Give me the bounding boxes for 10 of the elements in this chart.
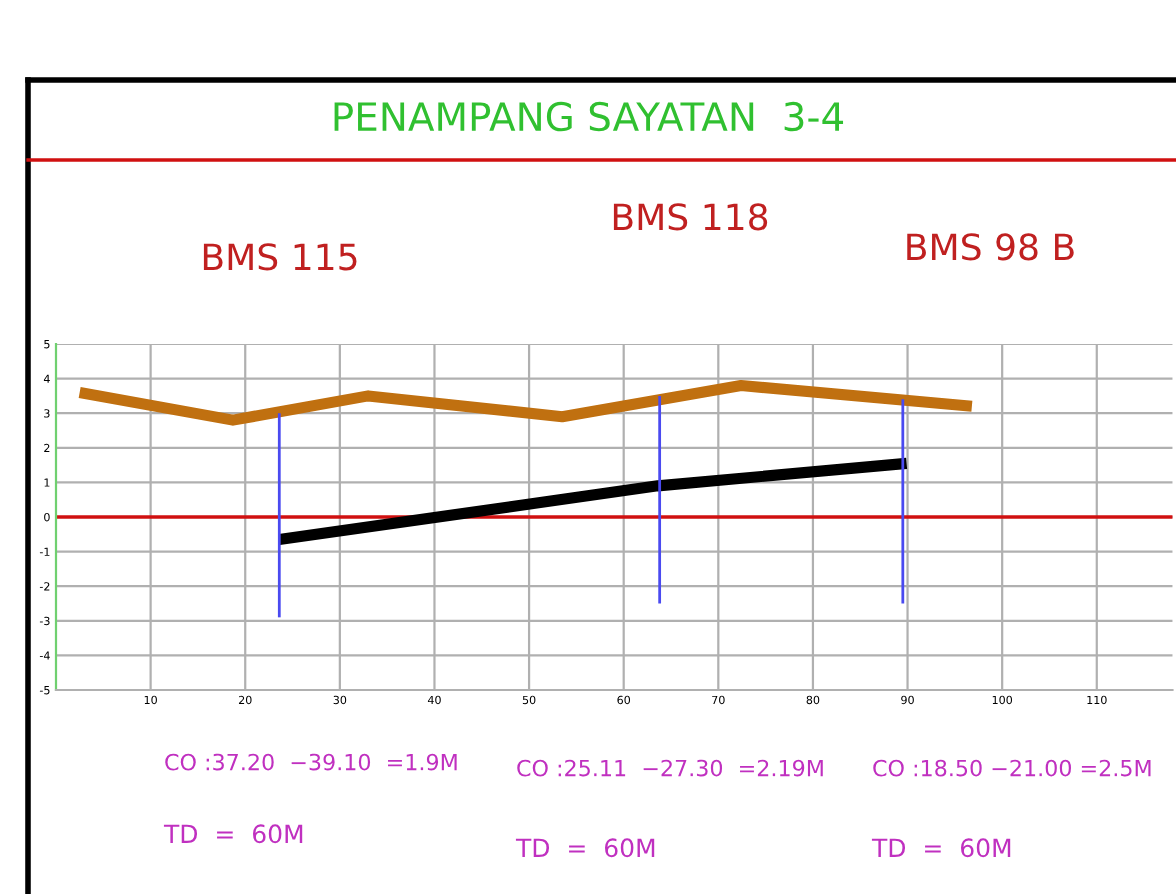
text: TD = 60M [871, 838, 1011, 858]
text: TD = 60M [515, 838, 655, 858]
text: BMS 98 B [907, 233, 1074, 261]
text: BMS 118 [613, 203, 768, 231]
chart-title: PENAMPANG SAYATAN 3-4 [334, 101, 844, 132]
text: CO :18.50 −21.00 =2.5M [873, 759, 1151, 777]
text: TD = 60M [163, 824, 303, 844]
text: BMS 115 [203, 243, 357, 271]
text: CO :25.11 −27.30 =2.19M [517, 759, 823, 777]
text: CO :37.20 −39.10 =1.9M [165, 753, 457, 771]
